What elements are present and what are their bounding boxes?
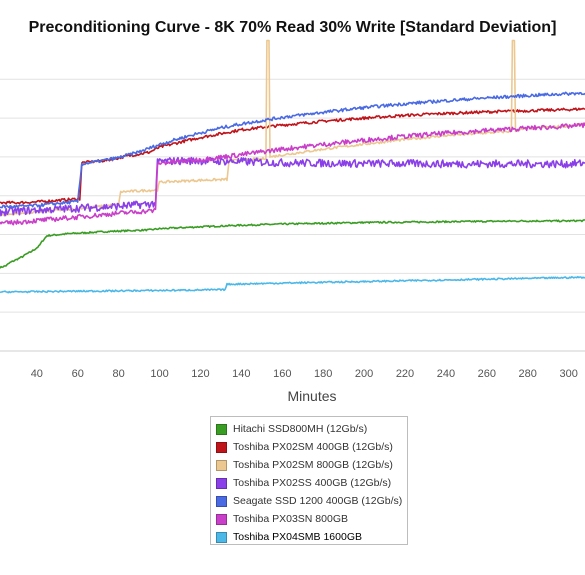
- x-tick-labels: 40 60 80 100 120 140 160 180 200 220 240 260 280 300: [31, 368, 578, 380]
- legend-swatch: [216, 477, 227, 489]
- series-line: [0, 122, 585, 226]
- x-tick-label: 60: [72, 368, 84, 380]
- series-line: [0, 39, 585, 217]
- legend-label: Toshiba PX02SM 800GB (12Gb/s): [233, 459, 393, 471]
- legend-item[interactable]: Toshiba PX02SM 800GB (12Gb/s): [216, 456, 407, 474]
- legend-swatch: [216, 513, 227, 525]
- x-tick-label: 280: [519, 368, 537, 380]
- legend-label: Toshiba PX04SMB 1600GB: [233, 531, 362, 543]
- x-tick-label: 140: [232, 368, 250, 380]
- series-line: [0, 91, 585, 209]
- legend: Hitachi SSD800MH (12Gb/s) Toshiba PX02SM …: [210, 416, 408, 545]
- legend-item[interactable]: Toshiba PX02SS 400GB (12Gb/s): [216, 474, 407, 492]
- legend-item[interactable]: Toshiba PX03SN 800GB: [216, 510, 407, 528]
- legend-label: Toshiba PX02SS 400GB (12Gb/s): [233, 477, 392, 489]
- legend-item[interactable]: Toshiba PX02SM 400GB (12Gb/s): [216, 438, 407, 456]
- x-tick-label: 240: [437, 368, 455, 380]
- x-tick-label: 220: [396, 368, 414, 380]
- x-tick-label: 260: [478, 368, 496, 380]
- x-tick-label: 300: [559, 368, 577, 380]
- x-tick-label: 180: [314, 368, 332, 380]
- legend-swatch: [216, 495, 227, 507]
- x-axis-label: Minutes: [287, 388, 337, 404]
- series-line: [0, 107, 585, 205]
- x-tick-label: 40: [31, 368, 43, 380]
- legend-label: Hitachi SSD800MH (12Gb/s): [233, 423, 368, 435]
- gridlines: [0, 78, 585, 313]
- legend-swatch: [216, 423, 227, 435]
- legend-item[interactable]: Seagate SSD 1200 400GB (12Gb/s): [216, 492, 407, 510]
- legend-label: Toshiba PX03SN 800GB: [233, 513, 348, 525]
- legend-swatch: [216, 531, 227, 543]
- x-tick-label: 100: [150, 368, 168, 380]
- x-tick-label: 160: [273, 368, 291, 380]
- x-tick-label: 80: [113, 368, 125, 380]
- plot-area: 40 60 80 100 120 140 160 180 200 220 240 260 280 300: [0, 39, 585, 380]
- legend-swatch: [216, 459, 227, 471]
- series-line: [0, 275, 585, 294]
- series-lines: [0, 39, 585, 294]
- legend-label: Toshiba PX02SM 400GB (12Gb/s): [233, 441, 393, 453]
- x-tick-label: 120: [191, 368, 209, 380]
- x-tick-label: 200: [355, 368, 373, 380]
- legend-item[interactable]: Hitachi SSD800MH (12Gb/s): [216, 420, 407, 438]
- legend-item[interactable]: Toshiba PX04SMB 1600GB: [216, 528, 407, 546]
- legend-label: Seagate SSD 1200 400GB (12Gb/s): [233, 495, 403, 507]
- series-line: [0, 219, 585, 269]
- series-line: [0, 156, 585, 217]
- legend-swatch: [216, 441, 227, 453]
- chart-title: Preconditioning Curve - 8K 70% Read 30% …: [28, 19, 557, 36]
